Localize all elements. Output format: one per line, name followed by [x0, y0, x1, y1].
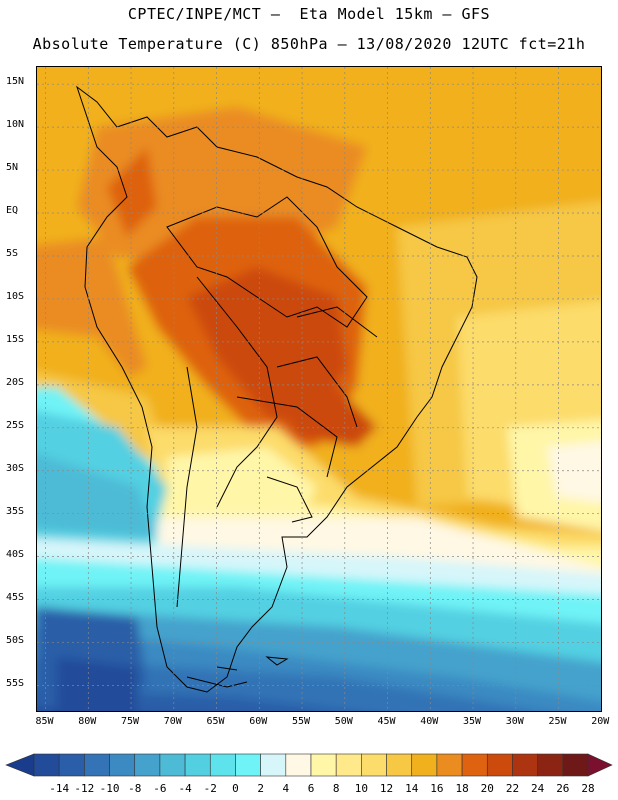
lon-tick-label: 80W [78, 716, 97, 727]
map-subtitle: Absolute Temperature (C) 850hPa – 13/08/… [32, 35, 586, 53]
lat-tick-label: 35S [6, 505, 25, 517]
colorbar-tick-label: 4 [282, 782, 290, 795]
temperature-field [37, 67, 601, 711]
colorbar-cell [235, 753, 261, 777]
colorbar-tick-label: 0 [232, 782, 239, 795]
colorbar-cell [411, 753, 438, 777]
lat-tick-label: 10S [6, 290, 25, 302]
colorbar-cell [386, 753, 413, 777]
colorbar-tick-label: 24 [531, 782, 545, 795]
lon-tick-label: 55W [292, 716, 311, 727]
lat-tick-label: 15S [6, 333, 25, 345]
colorbar-tick-label: -4 [178, 782, 192, 795]
colorbar-cell [461, 753, 488, 777]
lat-tick-label: 5N [6, 162, 19, 174]
colorbar-cell [84, 753, 110, 777]
colorbar-tick-label: 26 [556, 782, 570, 795]
colorbar-low-arrow [5, 753, 35, 777]
lon-tick-label: 65W [206, 716, 225, 727]
colorbar-tick-label: 22 [505, 782, 520, 795]
colorbar-cell [109, 753, 136, 777]
temperature-map [37, 67, 601, 711]
colorbar-tick-label: 18 [455, 782, 469, 795]
lon-tick-label: 60W [249, 716, 268, 727]
lon-tick-label: 45W [377, 716, 396, 727]
colorbar-cell [260, 753, 287, 777]
lat-tick-label: 15N [6, 76, 25, 88]
lon-tick-label: 50W [334, 716, 353, 727]
colorbar-tick-label: 12 [379, 782, 394, 795]
lat-tick-label: 10N [6, 119, 25, 131]
colorbar-tick-label: 20 [480, 782, 494, 795]
map-title: CPTEC/INPE/MCT – Eta Model 15km – GFS [127, 5, 491, 23]
lat-tick-label: 50S [6, 634, 25, 646]
lat-tick-label: 30S [6, 462, 25, 474]
colorbar-tick-label: 2 [257, 782, 264, 795]
colorbar-high-arrow [587, 753, 613, 777]
colorbar-cell [335, 753, 362, 777]
colorbar-cell [33, 753, 60, 777]
colorbar-cell [285, 753, 312, 777]
colorbar-tick-label: -12 [74, 782, 95, 795]
lon-tick-label: 40W [420, 716, 439, 727]
map-frame [36, 66, 602, 712]
colorbar-cell [134, 753, 161, 777]
colorbar-cell [58, 753, 85, 777]
colorbar-cell [537, 753, 564, 777]
colorbar-tick-label: -10 [99, 782, 120, 795]
lat-tick-label: 45S [6, 591, 25, 603]
colorbar-tick-label: 14 [405, 782, 419, 795]
colorbar-tick-label: 6 [307, 782, 315, 795]
colorbar-tick-label: -6 [153, 782, 167, 795]
lat-tick-label: 5S [6, 247, 19, 259]
colorbar [5, 753, 613, 777]
colorbar-cell [310, 753, 337, 777]
lon-tick-label: 75W [121, 716, 140, 727]
lat-tick-label: 55S [6, 677, 25, 689]
colorbar-cell [361, 753, 387, 777]
colorbar-cell [486, 753, 513, 777]
coastline [76, 85, 478, 693]
lon-tick-label: 25W [548, 716, 567, 727]
colorbar-cell [184, 753, 211, 777]
colorbar-tick-label: 10 [354, 782, 368, 795]
colorbar-cell [209, 753, 236, 777]
colorbar-tick-label: -2 [203, 782, 217, 795]
lon-tick-label: 85W [35, 716, 54, 727]
lon-tick-label: 35W [463, 716, 482, 727]
lat-tick-label: 25S [6, 419, 25, 431]
colorbar-tick-label: 16 [430, 782, 444, 795]
lon-tick-label: 30W [505, 716, 524, 727]
lon-tick-label: 20W [591, 716, 610, 727]
gridlines [37, 67, 601, 711]
lat-tick-label: 20S [6, 376, 25, 388]
colorbar-tick-label: -8 [128, 782, 142, 795]
colorbar-tick-label: -14 [49, 782, 70, 795]
lon-tick-label: 70W [163, 716, 182, 727]
colorbar-cell [512, 753, 538, 777]
colorbar-tick-label: 28 [581, 782, 595, 795]
lat-tick-label: EQ [6, 205, 19, 217]
colorbar-cell [562, 753, 589, 777]
lat-tick-label: 40S [6, 548, 25, 560]
colorbar-tick-label: 8 [332, 782, 340, 795]
colorbar-cell [436, 753, 463, 777]
colorbar-cell [159, 753, 186, 777]
